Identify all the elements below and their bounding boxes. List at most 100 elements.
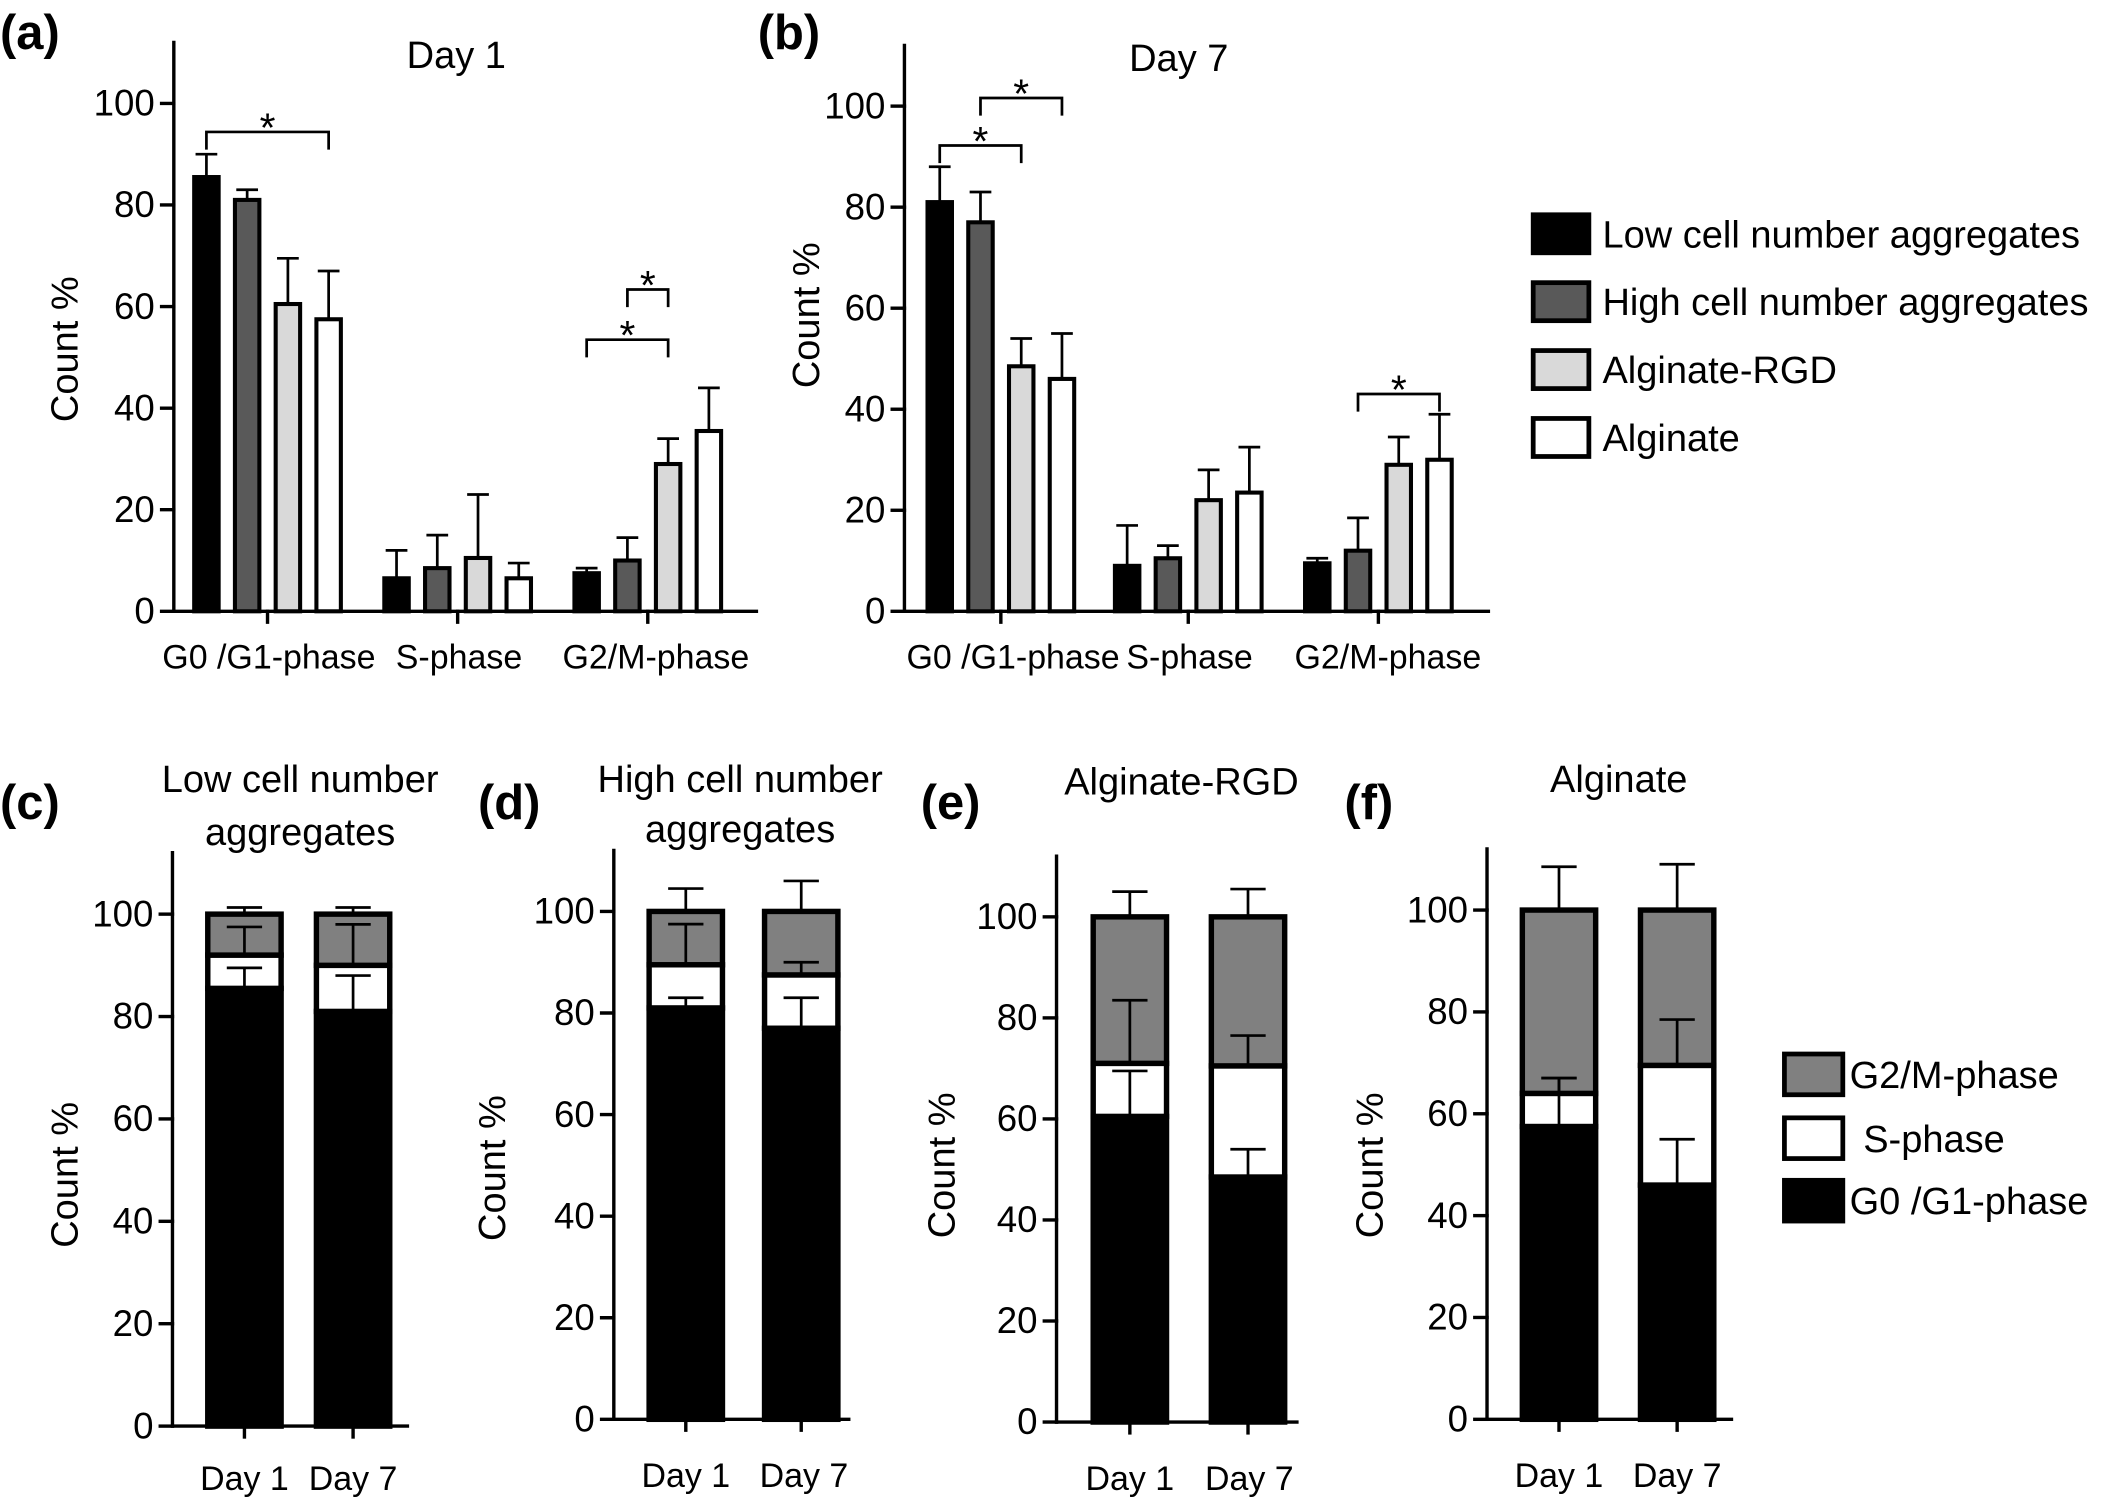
bar: [1235, 490, 1264, 614]
bar: [1112, 563, 1142, 614]
bar: [613, 558, 642, 614]
bar: [1303, 561, 1332, 614]
significance-marker: *: [973, 118, 989, 164]
legend-label: High cell number aggregates: [1602, 282, 2088, 324]
bar: [694, 428, 724, 614]
y-tick-label: 20: [845, 489, 886, 530]
bar-segment: [1637, 1182, 1717, 1423]
y-tick-label: 80: [113, 996, 154, 1037]
y-tick-label: 80: [997, 997, 1038, 1038]
bar: [1006, 364, 1036, 614]
bar-segment: [1208, 1174, 1288, 1425]
bar: [966, 220, 995, 614]
chart-title: aggregates: [645, 809, 835, 851]
legend-label: G2/M-phase: [1850, 1055, 2059, 1097]
panel-label: (a): [0, 6, 60, 60]
bar: [314, 317, 343, 614]
y-tick-label: 20: [113, 1303, 154, 1344]
legend-treatments: Low cell number aggregates High cell numb…: [1530, 212, 2088, 460]
significance-bracket: [205, 130, 330, 150]
x-tick-label: G0 /G1-phase: [162, 638, 375, 676]
significance-bracket: [585, 338, 670, 358]
y-axis-label: Count %: [44, 276, 86, 422]
panel-c: (c) Low cell number aggregates Count % 0 20 40…: [0, 759, 439, 1498]
y-tick-label: 80: [554, 992, 595, 1033]
chart-title: Day 7: [1129, 38, 1228, 80]
chart-title: High cell number: [597, 759, 883, 801]
y-axis-label: Count %: [44, 1102, 86, 1248]
panel-a: (a) Day 1 Count % 0 20 40 60 80 100 G0 /G1-phase S…: [0, 6, 759, 676]
y-tick-label: 60: [1427, 1093, 1468, 1134]
bar: [504, 576, 534, 614]
y-tick-label: 0: [133, 1405, 153, 1446]
bar-segment: [1090, 1113, 1170, 1425]
y-tick-label: 40: [114, 387, 155, 428]
chart-title: Alginate: [1550, 759, 1687, 801]
panel-f: (f) Alginate Count % 0 20 40 60 80 100 Day 1 Day 7: [1344, 759, 1734, 1495]
y-axis-label: Count %: [1349, 1092, 1391, 1238]
panel-label: (f): [1344, 776, 1393, 830]
legend-swatch: [1530, 280, 1592, 324]
panel-b: (b) Day 7 Count % 0 20 40 60 80 100 G0 /G1-phase S…: [758, 6, 1491, 676]
y-tick-label: 0: [574, 1399, 594, 1440]
y-tick-label: 40: [113, 1201, 154, 1242]
bar: [653, 461, 683, 614]
y-tick-label: 60: [554, 1094, 595, 1135]
bar-segment: [761, 1025, 841, 1423]
legend-phases: G2/M-phase S-phase G0 /G1-phase: [1782, 1051, 2088, 1224]
x-tick-label: Day 1: [1515, 1457, 1604, 1495]
bar: [423, 566, 452, 614]
x-tick-label: Day 1: [1086, 1460, 1175, 1498]
y-axis-label: Count %: [786, 242, 828, 388]
y-tick-label: 0: [1017, 1401, 1037, 1442]
y-tick-label: 100: [824, 85, 885, 126]
bar: [1425, 457, 1454, 614]
chart-title: Alginate-RGD: [1064, 762, 1299, 804]
significance-bracket: [979, 96, 1064, 116]
panel-e: (e) Alginate-RGD Count % 0 20 40 60 80 100 Day 1 D…: [921, 762, 1299, 1498]
bar: [572, 571, 601, 614]
x-tick-label: G2/M-phase: [563, 638, 750, 676]
y-tick-label: 40: [554, 1195, 595, 1236]
y-tick-label: 60: [845, 287, 886, 328]
bar: [1384, 462, 1414, 614]
significance-bracket: [1356, 392, 1441, 412]
x-tick-label: Day 1: [200, 1460, 289, 1498]
bar-segment: [646, 1005, 726, 1423]
bar: [1343, 548, 1373, 614]
bar-segment: [1519, 1123, 1599, 1423]
significance-marker: *: [1391, 367, 1407, 413]
y-tick-label: 0: [865, 591, 885, 632]
significance-bracket: [938, 144, 1023, 164]
bar: [382, 576, 411, 614]
panel-label: (d): [478, 776, 540, 830]
x-tick-label: Day 7: [1633, 1457, 1722, 1495]
legend-label: Alginate: [1602, 418, 1739, 460]
y-tick-label: 80: [114, 184, 155, 225]
bar: [463, 555, 493, 614]
y-tick-label: 20: [997, 1300, 1038, 1341]
x-tick-label: Day 7: [760, 1457, 849, 1495]
legend-swatch: [1530, 212, 1592, 256]
legend-swatch: [1530, 348, 1592, 391]
x-tick-label: G0 /G1-phase: [906, 638, 1119, 676]
x-tick-label: Day 7: [1205, 1460, 1294, 1498]
legend-label: Low cell number aggregates: [1602, 214, 2080, 256]
bar-segment: [205, 985, 284, 1429]
y-tick-label: 60: [113, 1098, 154, 1139]
chart-title: Low cell number: [162, 759, 439, 801]
bar: [232, 197, 262, 614]
y-tick-label: 0: [134, 591, 154, 632]
y-tick-label: 40: [1427, 1195, 1468, 1236]
legend-label: S-phase: [1863, 1119, 2005, 1161]
legend-swatch: [1782, 1115, 1846, 1161]
legend-label: Alginate-RGD: [1602, 350, 1837, 392]
legend-swatch: [1782, 1051, 1846, 1098]
y-tick-label: 80: [1427, 991, 1468, 1032]
x-tick-label: S-phase: [1126, 638, 1252, 676]
significance-marker: *: [260, 104, 276, 150]
y-tick-label: 100: [534, 891, 595, 932]
panel-label: (e): [921, 776, 981, 830]
panel-label: (c): [0, 776, 60, 830]
